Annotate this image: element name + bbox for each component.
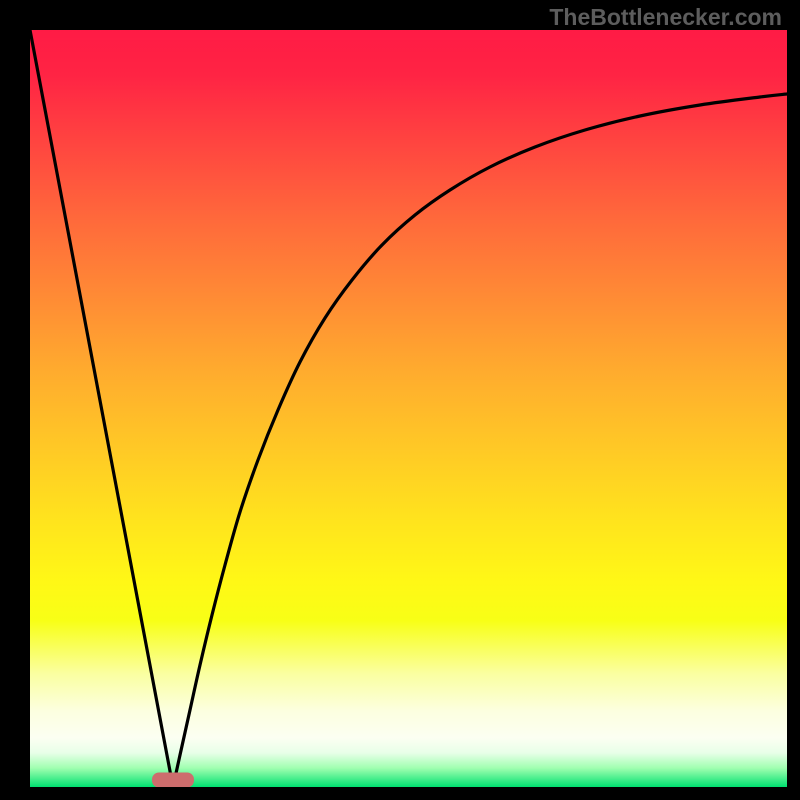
bottleneck-chart bbox=[0, 0, 800, 800]
chart-container: { "watermark": { "text": "TheBottlenecke… bbox=[0, 0, 800, 800]
gradient-background bbox=[30, 30, 787, 787]
optimal-marker bbox=[152, 773, 194, 788]
watermark-text: TheBottlenecker.com bbox=[549, 4, 782, 31]
